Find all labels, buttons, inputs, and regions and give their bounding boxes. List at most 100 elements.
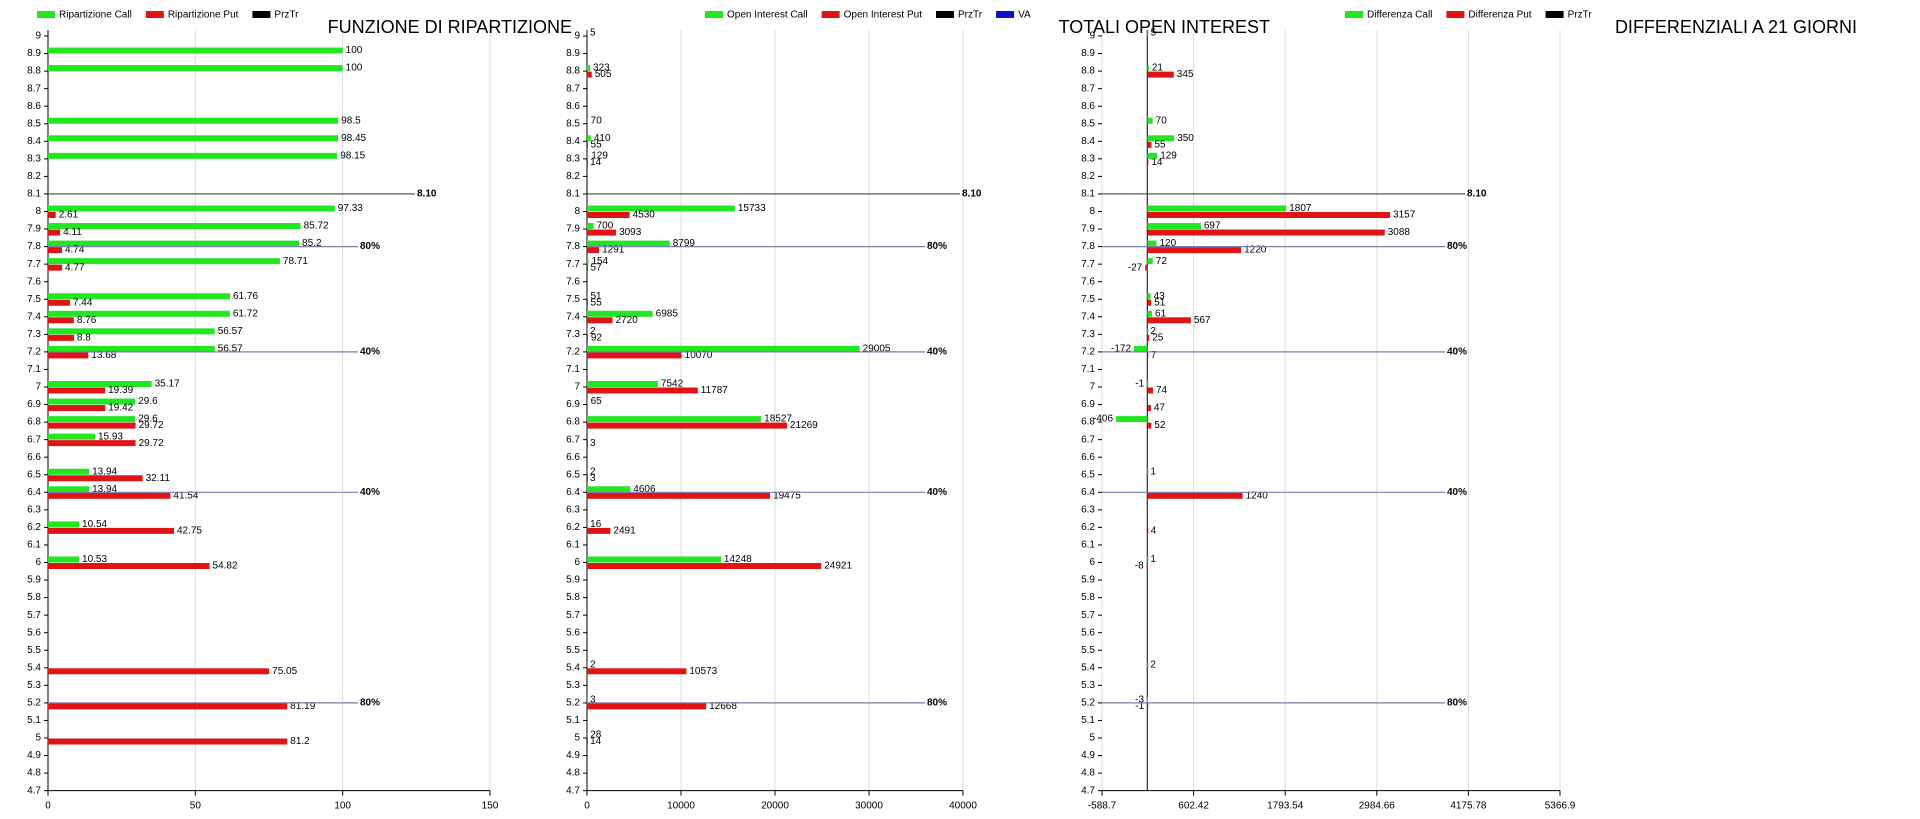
- value-label: 7.44: [73, 297, 93, 308]
- y-tick-label: 4.8: [1081, 768, 1095, 779]
- value-label: 4606: [633, 484, 656, 495]
- bar: [1147, 703, 1149, 710]
- value-label: 19.42: [108, 403, 133, 414]
- y-tick-label: 6.4: [27, 487, 41, 498]
- y-tick-label: 5.1: [27, 715, 41, 726]
- value-label: 3: [590, 695, 596, 706]
- value-label: 13.68: [91, 350, 116, 361]
- y-tick-label: 8.3: [27, 153, 41, 164]
- value-label: 700: [597, 221, 614, 232]
- value-label: 10573: [689, 666, 717, 677]
- y-tick-label: 8.5: [1081, 118, 1095, 129]
- y-tick-label: 5.3: [1081, 680, 1095, 691]
- y-tick-label: 7.6: [27, 276, 41, 287]
- bar: [48, 293, 230, 300]
- bar: [587, 556, 721, 563]
- bar: [1147, 381, 1149, 387]
- y-tick-label: 8.1: [566, 189, 580, 200]
- value-label: 410: [594, 133, 611, 144]
- value-label: 100: [346, 63, 363, 74]
- y-tick-label: 7.7: [27, 259, 41, 270]
- value-label: -406: [1093, 414, 1113, 425]
- bar: [48, 345, 215, 352]
- y-tick-label: 8: [574, 206, 580, 217]
- y-tick-label: 7.8: [1081, 241, 1095, 252]
- y-tick-label: 5.2: [27, 698, 41, 709]
- y-tick-label: 5: [35, 733, 41, 744]
- legend-swatch: [145, 11, 164, 18]
- bar: [587, 65, 591, 72]
- y-tick-label: 7.2: [27, 347, 41, 358]
- y-tick-label: 4.9: [27, 750, 41, 761]
- reference-label: 80%: [1447, 698, 1467, 709]
- legend-swatch: [1345, 11, 1363, 18]
- value-label: 3: [590, 438, 596, 449]
- y-tick-label: 8.4: [566, 136, 580, 147]
- bar: [48, 440, 136, 447]
- value-label: 5: [590, 28, 596, 39]
- y-tick-label: 7.3: [1081, 329, 1095, 340]
- bar: [48, 264, 63, 271]
- y-tick-label: 6.8: [27, 417, 41, 428]
- y-tick-label: 5.2: [566, 698, 580, 709]
- x-tick-label: 30000: [855, 800, 883, 811]
- y-tick-label: 7.8: [27, 241, 41, 252]
- y-tick-label: 6.7: [1081, 434, 1095, 445]
- x-tick-label: 1793.54: [1267, 800, 1304, 811]
- x-tick-label: 0: [45, 800, 51, 811]
- bar: [48, 328, 215, 335]
- bar: [587, 152, 589, 159]
- value-label: 75.05: [272, 666, 297, 677]
- value-label: 21269: [790, 420, 818, 431]
- y-tick-label: 6.7: [27, 434, 41, 445]
- value-label: 81.19: [290, 701, 315, 712]
- y-tick-label: 5.4: [566, 662, 580, 673]
- y-tick-label: 5.9: [1081, 575, 1095, 586]
- y-tick-label: 6.2: [1081, 522, 1095, 533]
- y-tick-label: 6.4: [566, 487, 580, 498]
- y-tick-label: 7.2: [1081, 347, 1095, 358]
- x-tick-label: 4175.78: [1450, 800, 1487, 811]
- y-tick-label: 5.6: [27, 627, 41, 638]
- value-label: 2491: [613, 526, 636, 537]
- y-tick-label: 5.9: [27, 575, 41, 586]
- value-label: 16: [590, 519, 602, 530]
- reference-label: 80%: [927, 698, 947, 709]
- y-tick-label: 6.2: [566, 522, 580, 533]
- value-label: 47: [1154, 403, 1166, 414]
- y-tick-label: 6: [1089, 557, 1095, 568]
- value-label: 55: [1155, 139, 1167, 150]
- bar: [587, 159, 588, 166]
- value-label: 3093: [619, 227, 642, 238]
- bar: [587, 492, 771, 499]
- value-label: 1807: [1289, 203, 1312, 214]
- y-tick-label: 5: [574, 733, 580, 744]
- bar: [48, 556, 80, 563]
- y-tick-label: 6.2: [27, 522, 41, 533]
- value-label: 52: [1154, 420, 1166, 431]
- value-label: 61.76: [233, 291, 258, 302]
- bar: [48, 152, 338, 159]
- y-tick-label: 8.7: [1081, 83, 1095, 94]
- x-tick-label: 20000: [761, 800, 789, 811]
- value-label: 2: [590, 466, 596, 477]
- legend-swatch: [37, 11, 55, 18]
- bar: [587, 293, 588, 300]
- bar: [1145, 264, 1148, 271]
- y-tick-label: 8.7: [27, 83, 41, 94]
- y-tick-label: 7.4: [1081, 311, 1095, 322]
- bar: [48, 738, 288, 745]
- bar: [587, 334, 588, 341]
- value-label: 10070: [685, 350, 713, 361]
- bar: [587, 135, 591, 142]
- y-tick-label: 7.2: [566, 347, 580, 358]
- legend-label: Open Interest Put: [844, 10, 923, 21]
- y-tick-label: 7.6: [566, 276, 580, 287]
- value-label: 81.2: [290, 736, 310, 747]
- bar: [1147, 317, 1191, 324]
- value-label: 29.6: [138, 396, 158, 407]
- bar: [587, 703, 707, 710]
- value-label: 10.53: [82, 554, 107, 565]
- y-tick-label: 7.4: [566, 311, 580, 322]
